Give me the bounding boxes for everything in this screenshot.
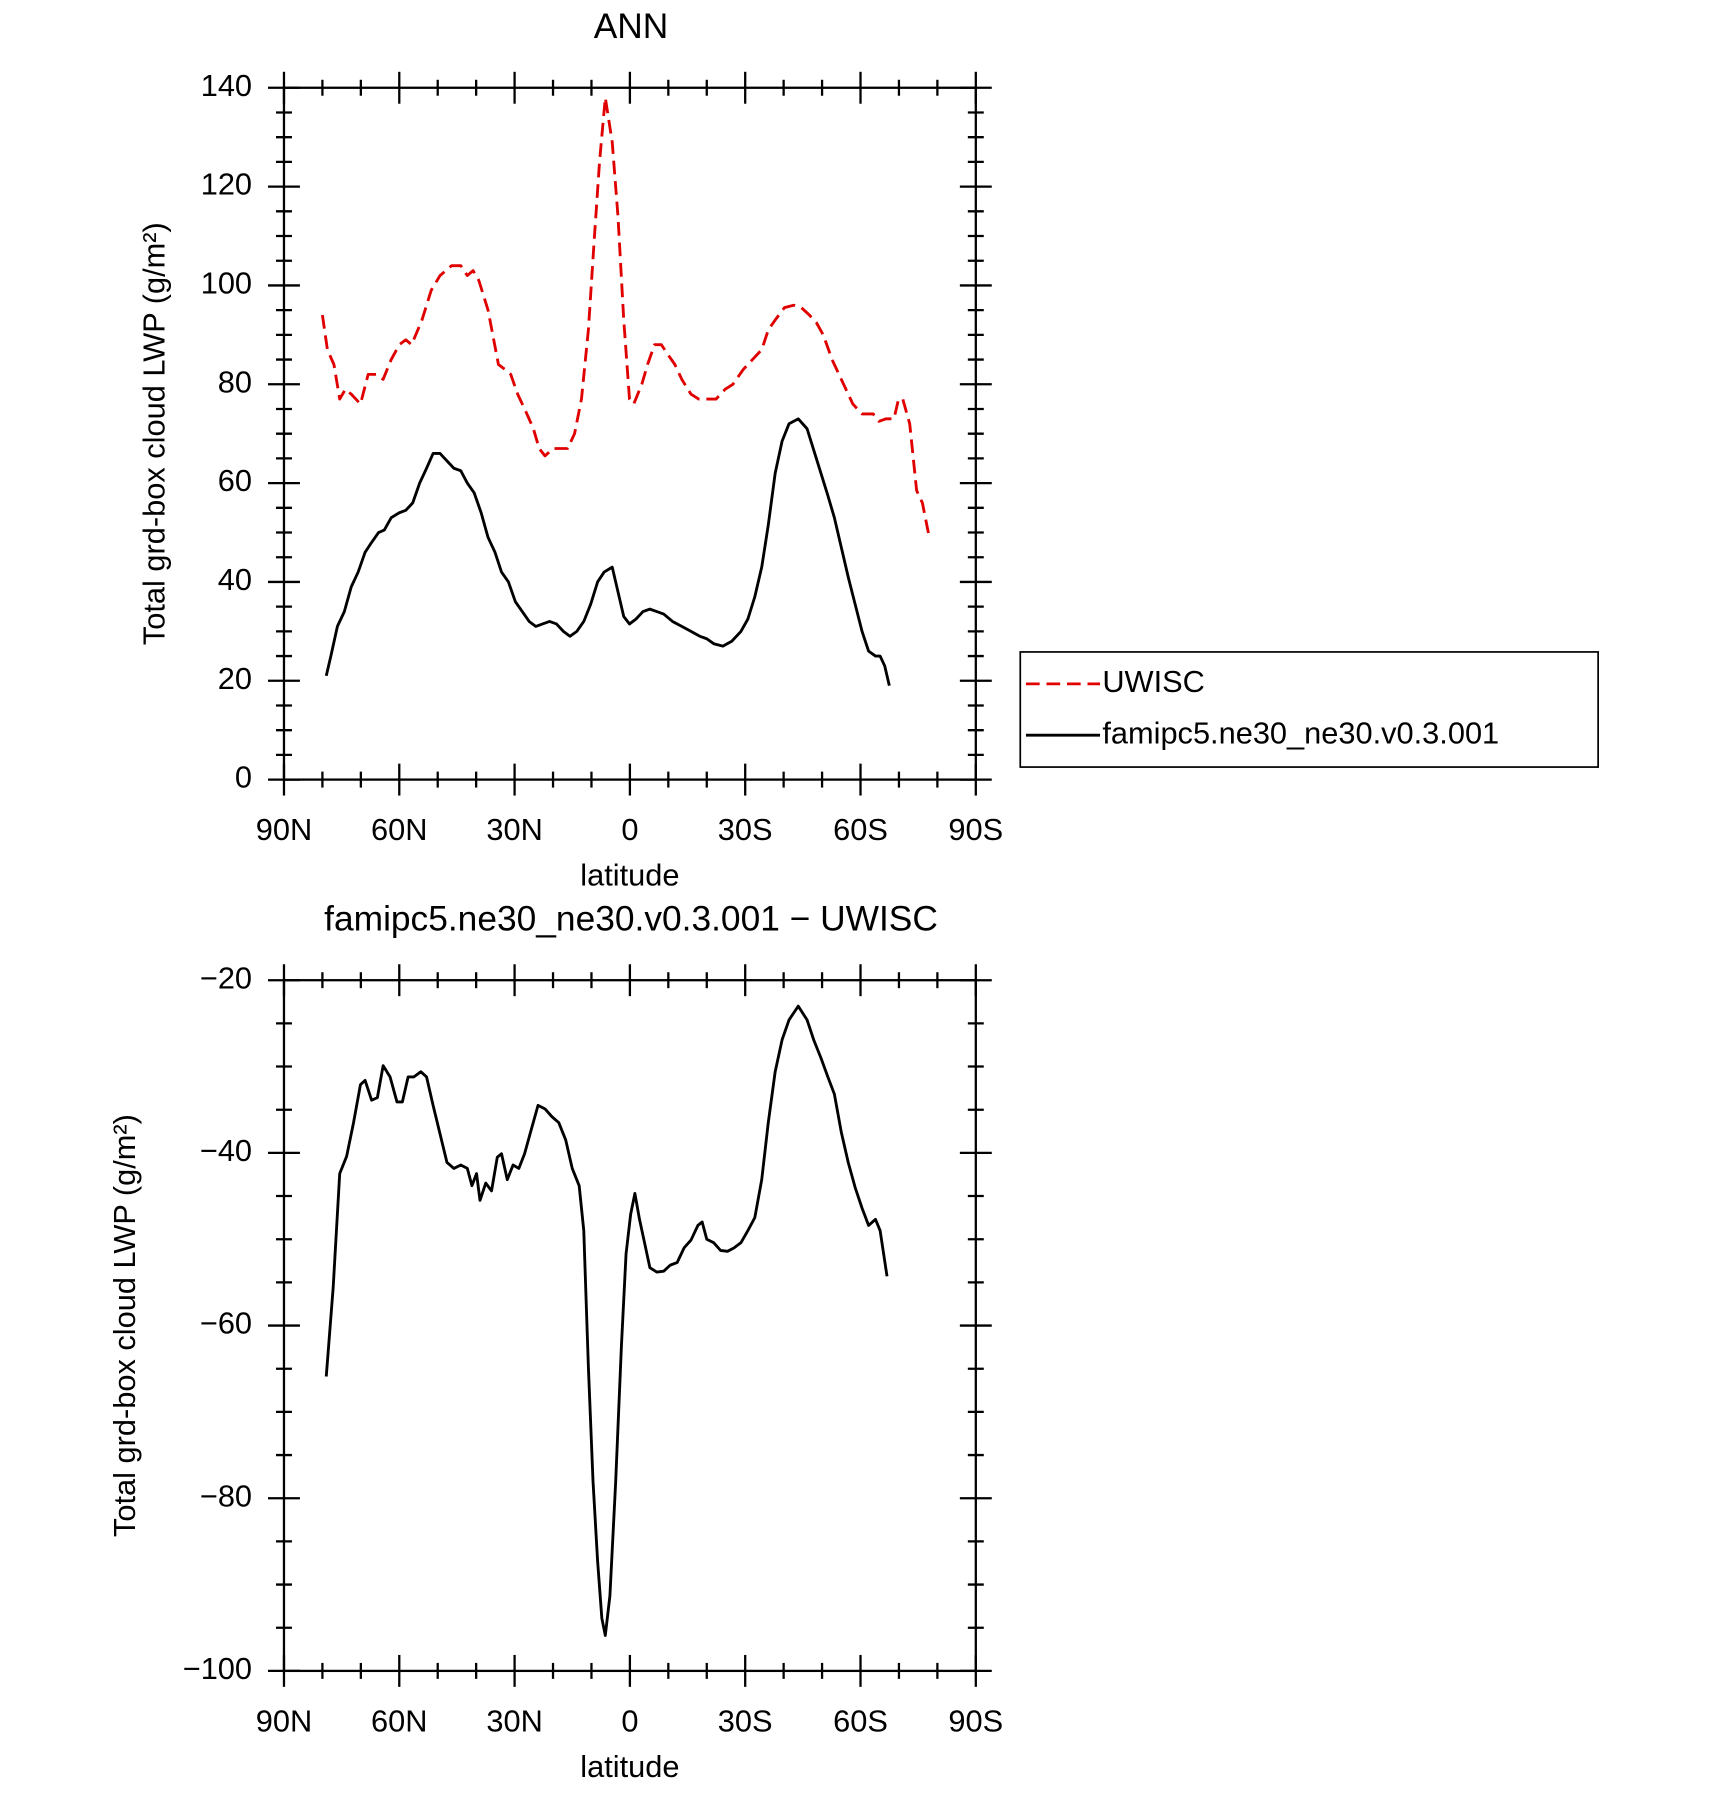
x-tick-label: 60S	[833, 812, 888, 847]
data-line	[324, 417, 891, 687]
y-tick-label: 120	[201, 167, 252, 202]
y-tick-label: 20	[218, 661, 252, 696]
x-tick-label: 30S	[718, 812, 773, 847]
y-tick-label: −40	[200, 1133, 252, 1168]
x-tick-label: 30N	[486, 1703, 542, 1738]
y-axis-label: Total grd-box cloud LWP (g/m²)	[136, 222, 171, 645]
plot-frame	[282, 86, 977, 781]
legend-label: famipc5.ne30_ne30.v0.3.001	[1102, 715, 1499, 750]
y-axis-label: Total grd-box cloud LWP (g/m²)	[107, 1114, 142, 1537]
x-tick-label: 90N	[256, 812, 312, 847]
x-tick-label: 60N	[371, 1703, 427, 1738]
y-tick-label: 140	[201, 68, 252, 103]
y-tick-label: 0	[235, 760, 252, 795]
y-tick-label: −20	[200, 960, 252, 995]
x-tick-label: 30N	[486, 812, 542, 847]
x-tick-label: 60N	[371, 812, 427, 847]
x-axis-label: latitude	[580, 1749, 679, 1784]
plot-frame	[282, 979, 977, 1673]
x-tick-label: 90S	[948, 1703, 1003, 1738]
x-tick-label: 0	[621, 812, 638, 847]
legend-label: UWISC	[1102, 664, 1205, 699]
x-tick-label: 60S	[833, 1703, 888, 1738]
chart-title: ANN	[594, 7, 669, 46]
chart-title: famipc5.ne30_ne30.v0.3.001 − UWISC	[324, 899, 938, 938]
data-line	[320, 96, 931, 538]
y-tick-label: −100	[183, 1651, 252, 1686]
y-tick-label: 60	[218, 463, 252, 498]
y-tick-label: 40	[218, 562, 252, 597]
y-tick-label: 100	[201, 266, 252, 301]
y-tick-label: −80	[200, 1478, 252, 1513]
x-tick-label: 90S	[948, 812, 1003, 847]
x-tick-label: 0	[621, 1703, 638, 1738]
x-tick-label: 30S	[718, 1703, 773, 1738]
legend-box	[1019, 651, 1599, 768]
y-tick-label: 80	[218, 364, 252, 399]
data-line	[324, 1004, 889, 1637]
y-tick-label: −60	[200, 1306, 252, 1341]
x-axis-label: latitude	[580, 858, 679, 893]
x-tick-label: 90N	[256, 1703, 312, 1738]
